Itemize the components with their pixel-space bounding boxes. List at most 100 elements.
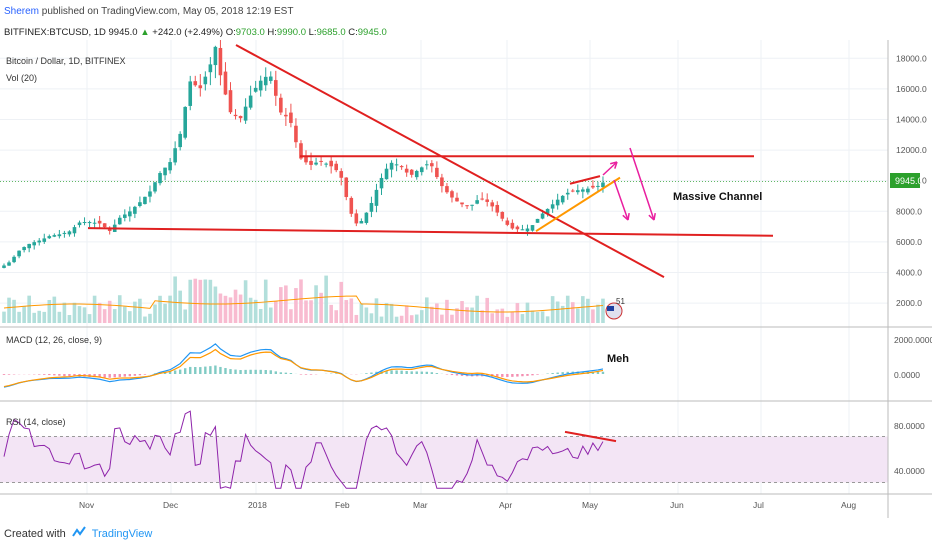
macd-histogram-bar [108,374,111,378]
rsi-band [0,436,888,483]
candle-body [485,199,489,202]
rsi-tick-40: 40.0000 [894,466,925,476]
volume-bar [92,295,97,323]
macd-histogram-bar [435,373,439,374]
candle-body [7,262,11,266]
price-pane-title: Bitcoin / Dollar, 1D, BITFINEX [6,56,126,66]
candle-body [253,87,258,92]
macd-histogram-bar [455,374,459,376]
macd-histogram-bar [118,374,121,377]
time-tick-label: Mar [413,500,428,510]
candle-body [77,222,82,226]
candle-body [123,214,127,218]
macd-histogram-bar [2,374,6,375]
candle-body [565,192,570,195]
close-label: C: [348,27,358,38]
volume-bar [586,298,590,323]
macd-histogram-bar [561,372,564,374]
candle-body [32,242,36,246]
candle-body [404,168,409,173]
high-value: 9990.0 [276,27,306,38]
arrow-down-1-head [622,212,630,221]
macd-histogram-bar [405,371,408,374]
macd-histogram-bar [304,374,308,375]
volume-bar [389,303,394,323]
macd-histogram-bar [199,367,202,374]
volume-bar [349,298,354,323]
macd-histogram-bar [425,371,428,374]
volume-bar [535,312,540,323]
candle-body [37,240,42,243]
price-tick-label: 8000.0 [896,206,922,216]
candle-body [138,202,142,206]
candle-body [22,247,26,251]
macd-histogram-bar [48,374,51,376]
tradingview-link[interactable]: TradingView [91,527,153,540]
macd-histogram-bar [335,373,338,374]
candle-body [510,222,515,229]
candle-body [72,227,77,234]
candle-body [2,265,6,268]
candle-body [268,76,273,81]
candle-body [535,218,540,223]
volume-bar [384,303,389,323]
macd-histogram-bar [596,371,600,374]
volume-bar [324,275,328,323]
volume-bar [596,304,600,323]
volume-bar [304,300,308,323]
volume-bar [148,313,152,323]
volume-bar [435,303,439,323]
tradingview-logo-icon [71,526,86,541]
macd-series [2,343,605,388]
volume-label: Vol (20) [6,73,37,83]
candle-body [414,170,419,178]
macd-histogram-bar [284,372,288,374]
candle-body [550,204,555,209]
last-price: 9945.0 [108,27,138,38]
macd-histogram-bar [43,374,46,375]
candle-body [248,95,253,108]
candle-body [183,106,187,138]
macd-histogram-bar [7,374,11,375]
arrow-up [602,161,618,176]
chart-area[interactable]: 18000.016000.014000.012000.010000.08000.… [0,40,932,518]
price-pane[interactable] [0,40,888,326]
macd-histogram-bar [229,369,232,374]
candle-body [67,231,72,235]
macd-histogram-bar [601,371,605,374]
macd-pane[interactable] [0,328,888,400]
candle-body [500,211,505,219]
volume-bar [52,296,57,323]
macd-histogram-bar [219,366,222,374]
candle-body [530,225,535,231]
candle-body [349,197,354,214]
volume-bar [414,314,419,323]
volume-bar [128,311,132,323]
massive-channel-annotation: Massive Channel [673,191,762,203]
volume-bar [450,314,454,323]
macd-histogram-bar [506,374,509,377]
volume-bar [203,279,208,323]
volume-bar [470,307,474,323]
author-link[interactable]: Sherem [4,6,40,17]
rising-support-line [535,176,621,233]
volume-bar [258,308,263,323]
macd-histogram-bar [189,366,192,374]
time-tick-label: Aug [841,500,856,510]
candle-body [354,213,359,224]
volume-bar [42,311,47,323]
candle-body [279,97,283,113]
volume-bar [570,302,575,323]
macd-histogram-bar [98,374,101,378]
rsi-title: RSI (14, close) [6,417,66,427]
volume-bar [22,306,26,323]
candle-body [42,238,47,242]
volume-bar [379,316,384,323]
candle-body [601,182,605,188]
event-badge-count: 51 [616,297,625,306]
support-line [87,227,774,237]
macd-histogram-bar [113,374,116,378]
volume-bar [97,302,102,323]
macd-histogram-bar [93,374,96,378]
candle-body [158,173,162,184]
